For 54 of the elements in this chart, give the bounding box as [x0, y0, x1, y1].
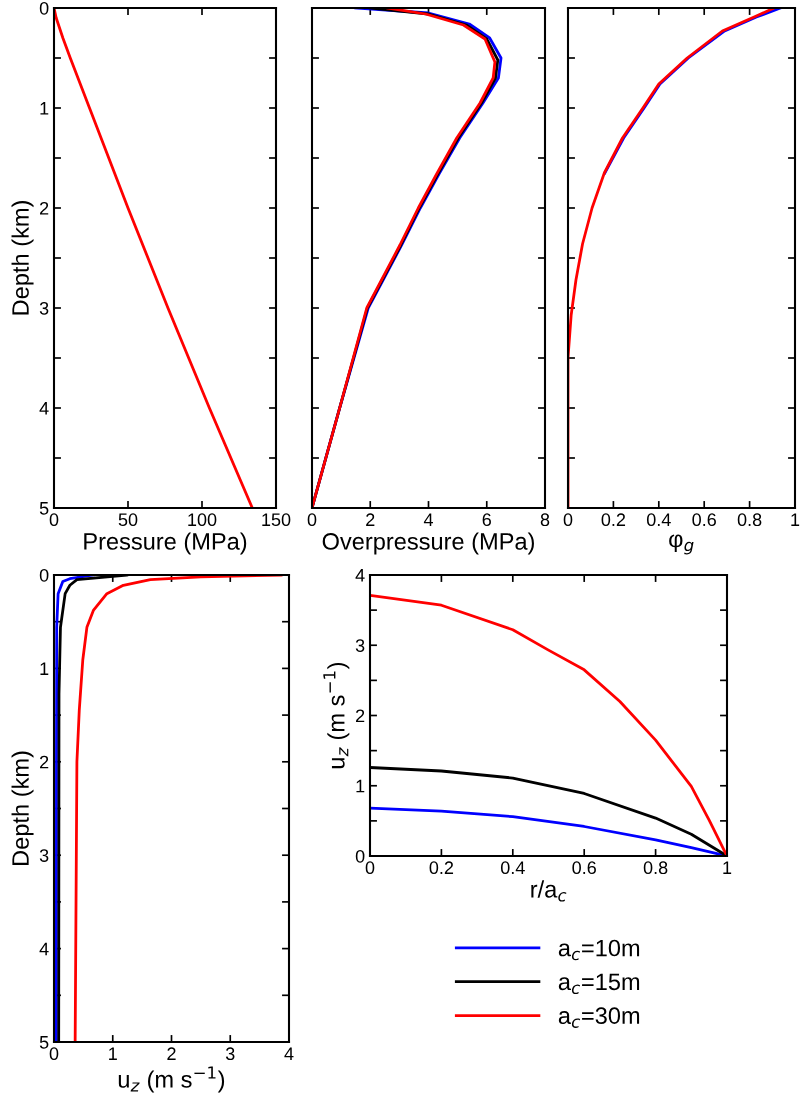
x-tick-label: 1 — [109, 1047, 117, 1060]
x-tick-label: 0 — [365, 861, 375, 875]
x-tick-label: 0.4 — [646, 513, 671, 527]
y-axis-title: Depth (km) — [11, 201, 34, 315]
x-tick-label: 0 — [563, 513, 573, 527]
y-tick-label: 3 — [39, 301, 49, 315]
x-tick-label: 1 — [791, 513, 800, 526]
x-tick-label: 4 — [284, 1047, 294, 1060]
x-tick-label: 0 — [307, 513, 317, 527]
y-tick-label: 4 — [355, 569, 365, 582]
x-tick-label: 4 — [423, 513, 433, 526]
y-tick-label: 5 — [39, 502, 49, 515]
x-tick-label: 0.8 — [643, 861, 668, 875]
x-axis-title: Pressure (MPa) — [84, 532, 247, 555]
y-tick-label: 1 — [356, 779, 365, 793]
x-tick-label: 2 — [167, 1047, 176, 1060]
x-axis-title: Overpressure (MPa) — [322, 532, 534, 555]
legend-label: a$_{c}$=15m — [558, 973, 640, 995]
x-axis-title: u$_{z}$ (m s$^{−1}$) — [118, 1066, 225, 1093]
y-tick-label: 2 — [356, 709, 365, 723]
y-axis-title: Depth (km) — [11, 751, 34, 865]
x-tick-label: 8 — [540, 513, 550, 527]
y-tick-label: 0 — [39, 1, 49, 15]
x-tick-label: 1 — [723, 861, 732, 874]
legend-label: a$_{c}$=30m — [558, 1007, 640, 1028]
x-tick-label: 0 — [49, 513, 59, 527]
x-tick-label: 6 — [482, 513, 491, 527]
x-tick-label: 0 — [49, 1047, 59, 1061]
x-tick-label: 0.6 — [572, 861, 596, 875]
x-tick-label: 0.2 — [601, 513, 626, 527]
y-axis-title: u$_{z}$ (m s$^{−1}$) — [323, 662, 350, 769]
x-tick-label: 0.2 — [429, 861, 454, 875]
x-tick-label: 2 — [366, 513, 375, 526]
y-tick-label: 3 — [355, 639, 365, 652]
x-axis-title: r/a$_{c}$ — [531, 880, 567, 902]
y-tick-label: 0 — [355, 849, 365, 863]
legend-label: a$_{c}$=10m — [558, 939, 640, 961]
x-tick-label: 100 — [188, 513, 217, 527]
y-tick-label: 2 — [40, 755, 49, 769]
x-tick-label: 3 — [225, 1047, 235, 1061]
x-tick-label: 0.4 — [500, 861, 525, 875]
y-tick-label: 0 — [39, 568, 49, 582]
x-tick-label: 150 — [262, 513, 291, 527]
x-tick-label: 0.6 — [692, 513, 716, 527]
x-axis-title: φ$_{g}$ — [669, 534, 694, 555]
y-tick-label: 3 — [39, 849, 49, 862]
y-tick-label: 5 — [39, 1036, 49, 1049]
x-tick-label: 0.8 — [737, 513, 762, 527]
y-tick-label: 4 — [39, 942, 49, 956]
y-tick-label: 1 — [40, 102, 49, 115]
y-tick-label: 4 — [39, 402, 49, 415]
y-tick-label: 1 — [40, 662, 49, 675]
y-tick-label: 2 — [40, 201, 49, 215]
x-tick-label: 50 — [118, 513, 138, 527]
